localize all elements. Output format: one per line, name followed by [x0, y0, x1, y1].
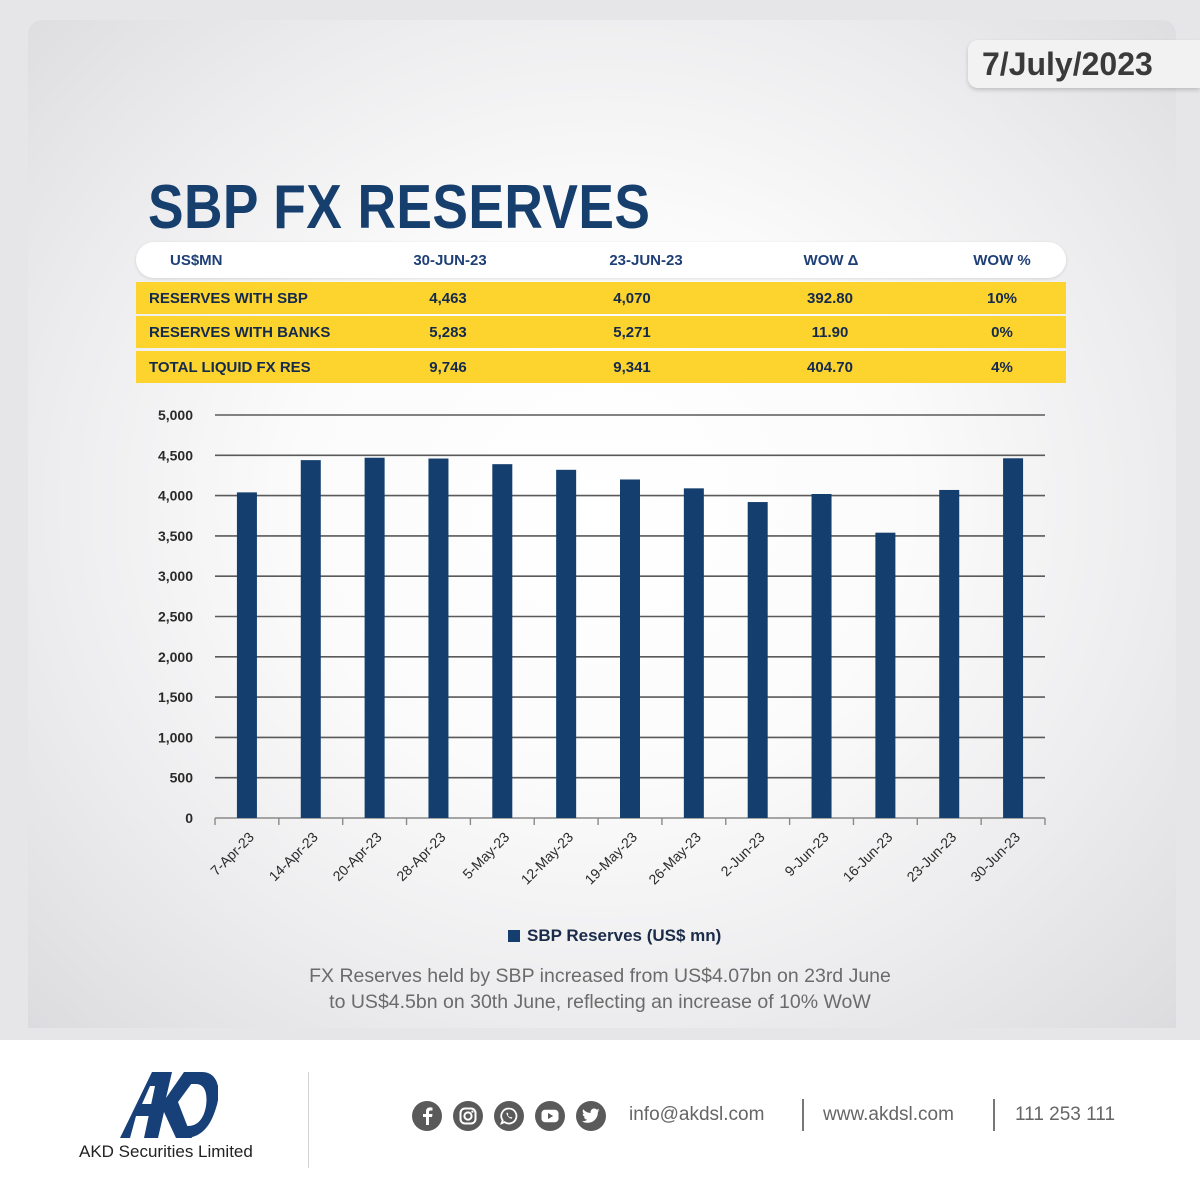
row-previous: 9,341 — [613, 359, 651, 376]
bar — [364, 457, 385, 818]
row-current: 9,746 — [429, 359, 467, 376]
y-tick-label: 500 — [170, 770, 194, 786]
bar-chart: 0 500 1,000 1,500 2,000 2,500 3,000 3,500 4,000 4… — [158, 407, 1046, 888]
bar — [875, 532, 896, 818]
instagram-icon[interactable] — [453, 1101, 483, 1131]
table-header-wow-change: WOW Δ — [803, 252, 859, 269]
whatsapp-icon[interactable] — [494, 1101, 524, 1131]
bar — [620, 479, 640, 818]
footer-separator — [802, 1099, 804, 1131]
y-tick-label: 5,000 — [158, 407, 193, 423]
x-tick-label: 19-May-23 — [581, 829, 640, 888]
x-tick-label: 16-Jun-23 — [840, 829, 896, 885]
email-link[interactable]: info@akdsl.com — [629, 1104, 765, 1125]
y-tick-label: 2,500 — [158, 609, 193, 625]
bar — [1003, 458, 1024, 818]
x-axis-ticks: 7-Apr-23 14-Apr-23 20-Apr-23 28-Apr-23 5-May… — [207, 829, 1023, 888]
content-panel — [28, 20, 1176, 1028]
caption-line: FX Reserves held by SBP increased from U… — [309, 965, 891, 987]
akd-logo-icon — [120, 1072, 218, 1138]
row-wow-change: 11.90 — [811, 324, 849, 341]
bar — [556, 469, 577, 818]
table-header-label: US$MN — [170, 252, 223, 269]
row-label: RESERVES WITH BANKS — [149, 324, 331, 341]
bar — [300, 460, 321, 818]
bar — [747, 502, 768, 818]
row-wow-percent: 10% — [986, 290, 1018, 307]
y-tick-label: 4,000 — [158, 488, 193, 504]
company-name: AKD Securities Limited — [79, 1142, 253, 1161]
caption-line: to US$4.5bn on 30th June, reflecting an … — [329, 991, 871, 1013]
twitter-icon[interactable] — [576, 1101, 606, 1131]
bar — [236, 492, 257, 818]
row-current: 4,463 — [429, 290, 467, 307]
x-tick-label: 28-Apr-23 — [393, 829, 448, 884]
footer-separator — [993, 1099, 995, 1131]
date-tab: 7/July/2023 — [968, 40, 1200, 88]
bar — [683, 488, 704, 818]
chart-legend: SBP Reserves (US$ mn) — [508, 926, 721, 946]
facebook-icon[interactable] — [412, 1101, 442, 1131]
y-tick-label: 4,500 — [158, 447, 193, 463]
table-row: RESERVES WITH BANKS 5,283 5,271 11.90 0% — [136, 316, 1066, 348]
y-tick-label: 3,500 — [158, 528, 193, 544]
youtube-icon[interactable] — [535, 1101, 565, 1131]
table-row: TOTAL LIQUID FX RES 9,746 9,341 404.70 4… — [136, 351, 1066, 383]
y-tick-label: 3,000 — [158, 568, 193, 584]
row-label: RESERVES WITH SBP — [149, 290, 308, 307]
phone-number[interactable]: 111 253 111 — [1015, 1104, 1116, 1125]
page-title: SBP FX RESERVES — [148, 173, 651, 242]
y-tick-label: 1,000 — [158, 729, 193, 745]
row-wow-percent: 4% — [991, 359, 1013, 376]
bar — [428, 458, 449, 818]
row-wow-change: 404.70 — [807, 359, 853, 376]
bar — [811, 493, 832, 818]
row-previous: 5,271 — [613, 324, 651, 341]
row-current: 5,283 — [429, 324, 467, 341]
website-link[interactable]: www.akdsl.com — [823, 1104, 954, 1125]
row-wow-change: 392.80 — [807, 290, 853, 307]
table-header-date-current: 30-JUN-23 — [413, 252, 487, 269]
table-header-wow-percent: WOW % — [973, 252, 1031, 269]
legend-label: SBP Reserves (US$ mn) — [527, 926, 722, 945]
y-tick-label: 2,000 — [158, 649, 193, 665]
table-header: US$MN 30-JUN-23 23-JUN-23 WOW Δ WOW % — [136, 242, 1066, 278]
x-tick-label: 9-Jun-23 — [781, 829, 832, 880]
x-tick-label: 2-Jun-23 — [717, 829, 768, 880]
footer-divider — [308, 1072, 309, 1168]
table-row: RESERVES WITH SBP 4,463 4,070 392.80 10% — [136, 282, 1066, 314]
x-tick-label: 14-Apr-23 — [266, 829, 321, 884]
bar — [939, 489, 960, 818]
y-axis-ticks: 0 500 1,000 1,500 2,000 2,500 3,000 3,500 4,000 4… — [158, 407, 193, 826]
x-tick-label: 7-Apr-23 — [207, 829, 257, 879]
row-label: TOTAL LIQUID FX RES — [149, 359, 311, 376]
x-tick-label: 12-May-23 — [518, 829, 577, 888]
x-tick-label: 20-Apr-23 — [329, 829, 384, 884]
row-wow-percent: 0% — [991, 324, 1013, 341]
y-tick-label: 1,500 — [158, 689, 193, 705]
date-label: 7/July/2023 — [982, 45, 1153, 82]
x-tick-label: 23-Jun-23 — [903, 829, 959, 885]
chart-bars — [236, 457, 1024, 818]
legend-swatch — [508, 930, 520, 942]
row-previous: 4,070 — [613, 290, 651, 307]
table-header-date-previous: 23-JUN-23 — [609, 252, 683, 269]
bar — [492, 464, 513, 818]
x-tick-label: 5-May-23 — [459, 829, 512, 882]
x-tick-label: 30-Jun-23 — [967, 829, 1023, 885]
y-tick-label: 0 — [185, 810, 193, 826]
x-tick-label: 26-May-23 — [645, 829, 704, 888]
chart-caption: FX Reserves held by SBP increased from U… — [0, 963, 1200, 1015]
